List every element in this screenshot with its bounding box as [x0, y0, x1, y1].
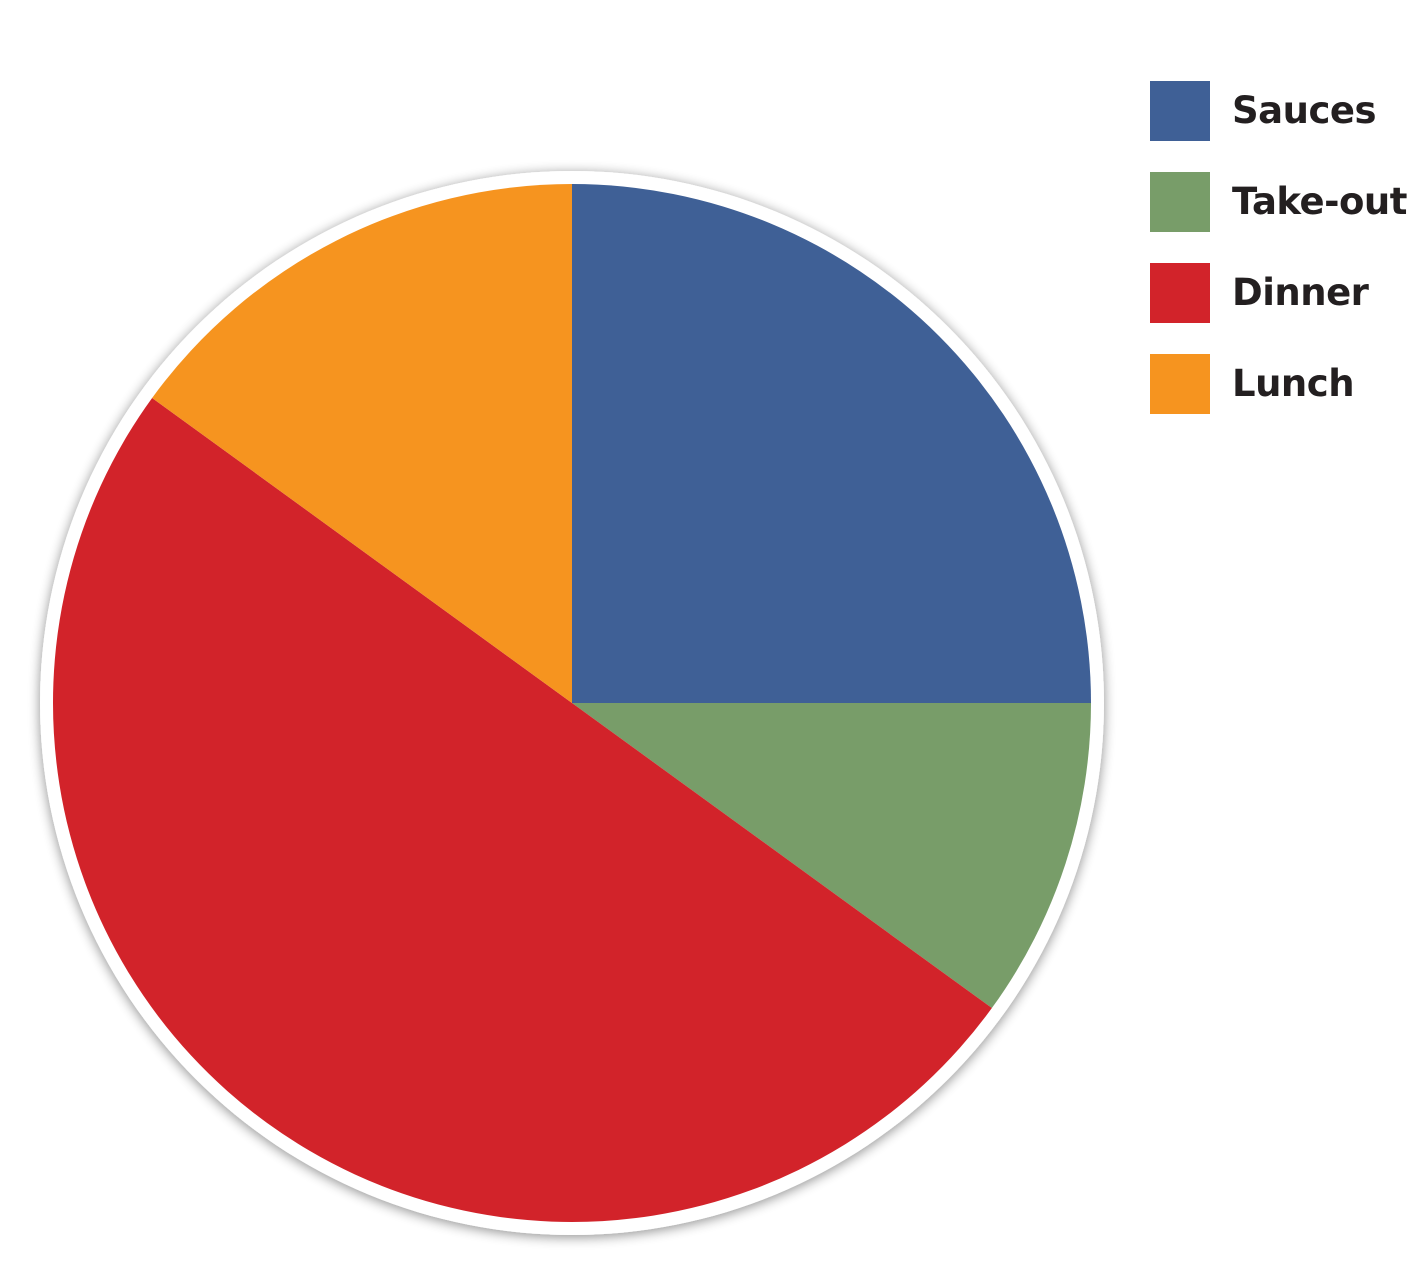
legend-label-lunch: Lunch: [1232, 362, 1355, 405]
legend-label-take-out: Take-out: [1232, 180, 1407, 223]
legend-label-sauces: Sauces: [1232, 89, 1377, 132]
legend-label-dinner: Dinner: [1232, 271, 1369, 314]
pie-slice-take-out: [572, 703, 1091, 1009]
pie-slices: [52, 184, 1091, 1222]
legend-swatch-sauces: [1150, 81, 1210, 141]
legend-swatch-dinner: [1150, 263, 1210, 323]
legend-item-lunch: Lunch: [1150, 354, 1414, 414]
legend-item-take-out: Take-out: [1150, 172, 1414, 232]
legend-swatch-take-out: [1150, 172, 1210, 232]
pie-slice-dinner: [52, 397, 992, 1222]
legend: Sauces Take-out Dinner Lunch: [1150, 81, 1414, 445]
pie-slice-sauces: [572, 184, 1091, 703]
legend-swatch-lunch: [1150, 354, 1210, 414]
pie-slice-lunch: [152, 184, 572, 703]
legend-item-dinner: Dinner: [1150, 263, 1414, 323]
legend-item-sauces: Sauces: [1150, 81, 1414, 141]
